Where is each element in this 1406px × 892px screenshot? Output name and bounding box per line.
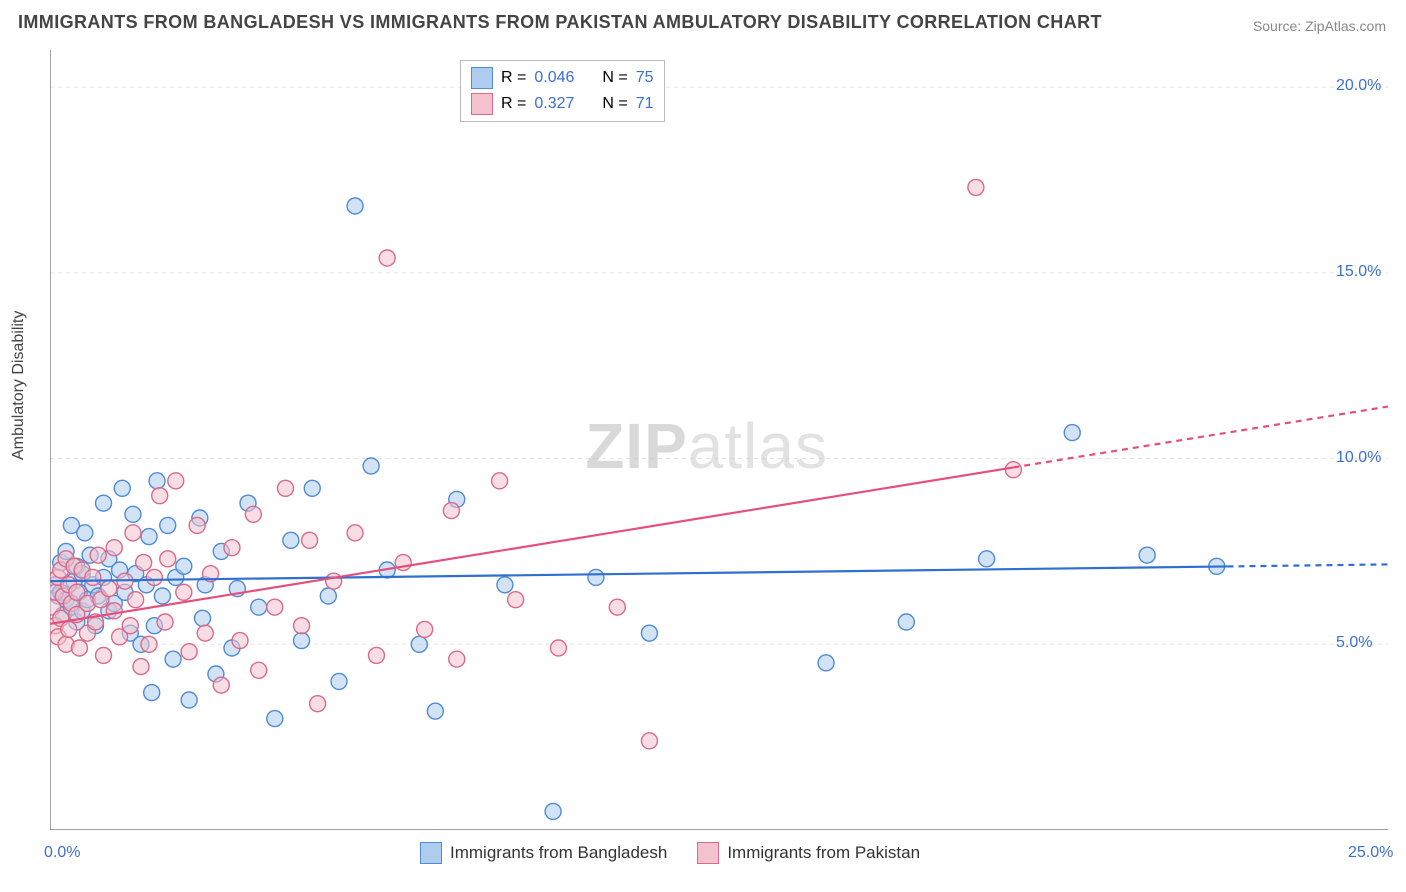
x-tick-label: 25.0%	[1348, 844, 1393, 862]
legend-label-1: Immigrants from Pakistan	[727, 843, 920, 863]
legend-n-value-0: 75	[636, 69, 654, 87]
legend-swatch-0	[471, 67, 493, 89]
y-tick-label: 15.0%	[1336, 263, 1381, 281]
legend-swatch-pakistan	[697, 842, 719, 864]
y-tick-label: 10.0%	[1336, 449, 1381, 467]
legend-label-0: Immigrants from Bangladesh	[450, 843, 667, 863]
legend-stats: R = 0.046 N = 75 R = 0.327 N = 71	[460, 60, 665, 122]
legend-series-item-0: Immigrants from Bangladesh	[420, 842, 667, 864]
y-tick-label: 20.0%	[1336, 77, 1381, 95]
legend-stats-row-1: R = 0.327 N = 71	[471, 91, 654, 117]
legend-stats-row-0: R = 0.046 N = 75	[471, 65, 654, 91]
legend-swatch-bangladesh	[420, 842, 442, 864]
legend-swatch-1	[471, 93, 493, 115]
legend-r-value-0: 0.046	[534, 69, 574, 87]
legend-n-label: N =	[602, 69, 627, 87]
legend-series: Immigrants from Bangladesh Immigrants fr…	[420, 842, 920, 864]
y-axis-label: Ambulatory Disability	[10, 311, 28, 460]
source-label: Source: ZipAtlas.com	[1253, 18, 1386, 34]
legend-r-label: R =	[501, 69, 526, 87]
legend-r-value-1: 0.327	[534, 95, 574, 113]
chart-title: IMMIGRANTS FROM BANGLADESH VS IMMIGRANTS…	[18, 12, 1102, 33]
legend-series-item-1: Immigrants from Pakistan	[697, 842, 920, 864]
legend-n-label: N =	[602, 95, 627, 113]
legend-n-value-1: 71	[636, 95, 654, 113]
y-tick-label: 5.0%	[1336, 634, 1372, 652]
legend-r-label: R =	[501, 95, 526, 113]
scatter-plot	[50, 50, 1388, 830]
x-tick-label: 0.0%	[44, 844, 80, 862]
